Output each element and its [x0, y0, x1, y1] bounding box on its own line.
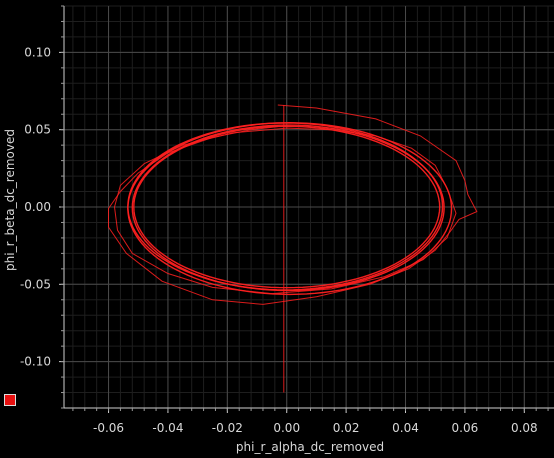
x-tick-label: -0.04: [152, 421, 183, 435]
x-axis-label: phi_r_alpha_dc_removed: [236, 440, 384, 454]
series-loop: [127, 121, 453, 296]
y-tick-label: 0.05: [24, 123, 51, 137]
x-tick-label: 0.00: [273, 421, 300, 435]
x-tick-label: 0.04: [392, 421, 419, 435]
series-layer: [108, 104, 478, 393]
x-tick-label: -0.06: [93, 421, 124, 435]
y-tick-label: 0.00: [24, 200, 51, 214]
series-loop: [131, 124, 445, 292]
series-second-trace: [113, 127, 457, 295]
x-tick-label: 0.06: [452, 421, 479, 435]
series-outer-trace: [108, 104, 478, 305]
grid-layer: [64, 5, 554, 409]
y-tick-label: -0.10: [20, 355, 51, 369]
x-tick-label: -0.02: [212, 421, 243, 435]
y-axis-label: phi_r_beta_dc_removed: [3, 129, 17, 271]
y-tick-label: 0.10: [24, 45, 51, 59]
tick-layer: -0.06 -0.04 -0.02 0.00 0.02 0.04 0.06 0.08 0.10 0…: [20, 5, 549, 435]
y-tick-label: -0.05: [20, 277, 51, 291]
series-loop: [133, 125, 441, 289]
x-tick-label: 0.02: [333, 421, 360, 435]
x-tick-label: 0.08: [511, 421, 538, 435]
legend-swatch[interactable]: [4, 394, 16, 406]
